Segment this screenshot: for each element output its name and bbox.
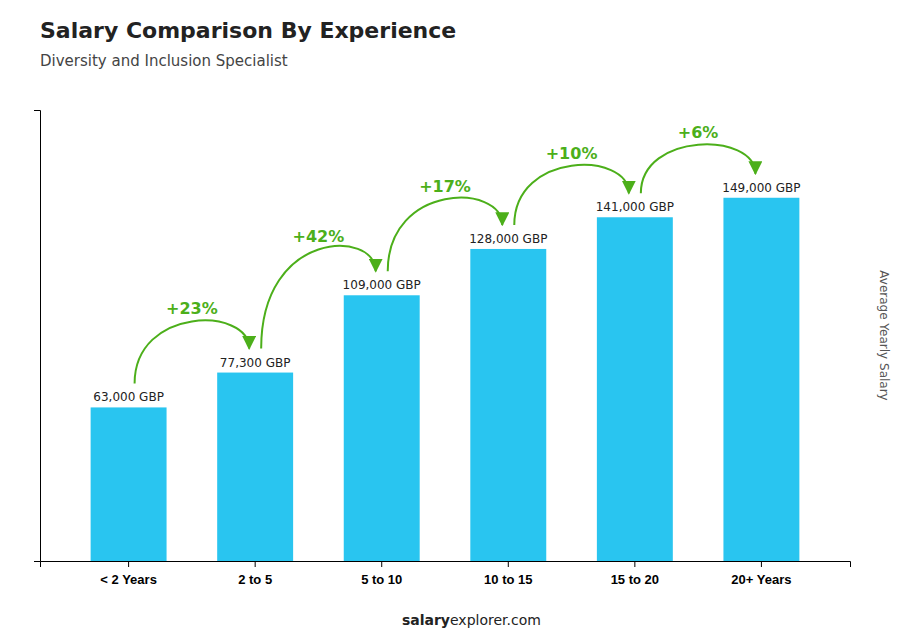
x-tick: 10 to 15 [484, 561, 532, 587]
x-tick: 20+ Years [731, 561, 791, 587]
bar [597, 217, 673, 561]
data-label: 109,000 GBP [343, 278, 421, 292]
change-label: +42% [293, 227, 345, 246]
x-tick-mark [508, 561, 509, 567]
x-axis: < 2 Years 2 to 5 5 to 10 10 to 15 15 to 20 20… [41, 561, 851, 587]
bar [91, 407, 167, 561]
change-arc [135, 320, 250, 383]
y-axis-line [34, 111, 41, 562]
bar [344, 295, 420, 561]
data-label: 141,000 GBP [596, 200, 674, 214]
title: Salary Comparison By Experience [40, 18, 456, 43]
x-tick-label: 15 to 20 [611, 572, 659, 587]
x-tick-label: 10 to 15 [484, 572, 532, 587]
x-tick-label: 20+ Years [731, 572, 791, 587]
footer: salary [402, 612, 450, 628]
data-label: 149,000 GBP [722, 181, 800, 195]
change-arc [388, 198, 503, 272]
data-label: 128,000 GBP [469, 232, 547, 246]
x-tick: 15 to 20 [611, 561, 659, 587]
change-label: +6% [678, 123, 719, 142]
y-label: Average Yearly Salary [877, 270, 891, 400]
x-tick-label: 2 to 5 [238, 572, 272, 587]
bar [470, 249, 546, 561]
x-tick: 5 to 10 [361, 561, 402, 587]
x-tick-mark [761, 561, 762, 567]
x-tick-mark [381, 561, 382, 567]
change-label: +10% [546, 144, 598, 163]
plot-area [91, 198, 800, 561]
bar [217, 373, 293, 561]
x-tick: < 2 Years [100, 561, 157, 587]
x-tick-mark [634, 561, 635, 567]
x-tick-label: 5 to 10 [361, 572, 402, 587]
subtitle: Diversity and Inclusion Specialist [40, 52, 288, 70]
data-label: 63,000 GBP [93, 390, 164, 404]
x-tick: 2 to 5 [238, 561, 272, 587]
change-annotations: +23% +42% +17% +10% +6% [135, 123, 756, 384]
change-label: +17% [419, 177, 471, 196]
x-tick-mark [255, 561, 256, 567]
bar [723, 198, 799, 561]
change-arc [641, 144, 756, 193]
change-arc [514, 165, 629, 225]
change-arc [261, 246, 376, 349]
chart-svg: Salary Comparison By Experience Diversity… [0, 0, 900, 641]
change-label: +23% [166, 299, 218, 318]
x-axis-line [41, 562, 851, 568]
x-tick-mark [128, 561, 129, 567]
data-label: 77,300 GBP [220, 356, 291, 370]
y-axis [34, 111, 41, 562]
footer: explorer.com [450, 612, 541, 628]
x-tick-label: < 2 Years [100, 572, 157, 587]
data-labels: 63,000 GBP 77,300 GBP 109,000 GBP 128,000 G… [93, 181, 800, 405]
